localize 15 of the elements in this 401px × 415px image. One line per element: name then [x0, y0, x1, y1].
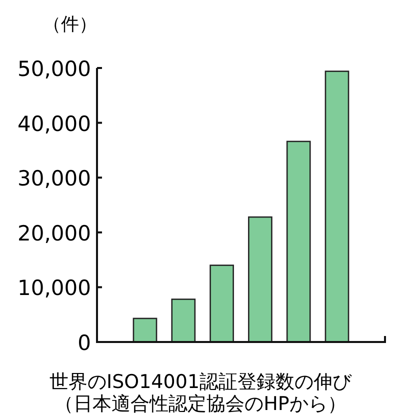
bar	[171, 298, 196, 343]
bar	[324, 70, 350, 343]
y-tick-label: 40,000	[18, 112, 91, 136]
bar	[132, 318, 158, 343]
y-tick-label: 10,000	[18, 276, 91, 300]
text: （日本適合性認定協会のHPから）	[54, 393, 346, 415]
y-tick-label: 50,000	[18, 57, 91, 81]
y-tick-label: 0	[78, 331, 91, 355]
y-tick-label: 20,000	[18, 221, 91, 246]
bar	[286, 140, 311, 343]
bar	[248, 216, 272, 343]
y-axis-title: （件）	[43, 14, 97, 35]
text: 世界のISO14001認証登録数の伸び	[49, 371, 353, 393]
bar	[210, 264, 234, 343]
y-tick-label: 30,000	[18, 166, 91, 191]
